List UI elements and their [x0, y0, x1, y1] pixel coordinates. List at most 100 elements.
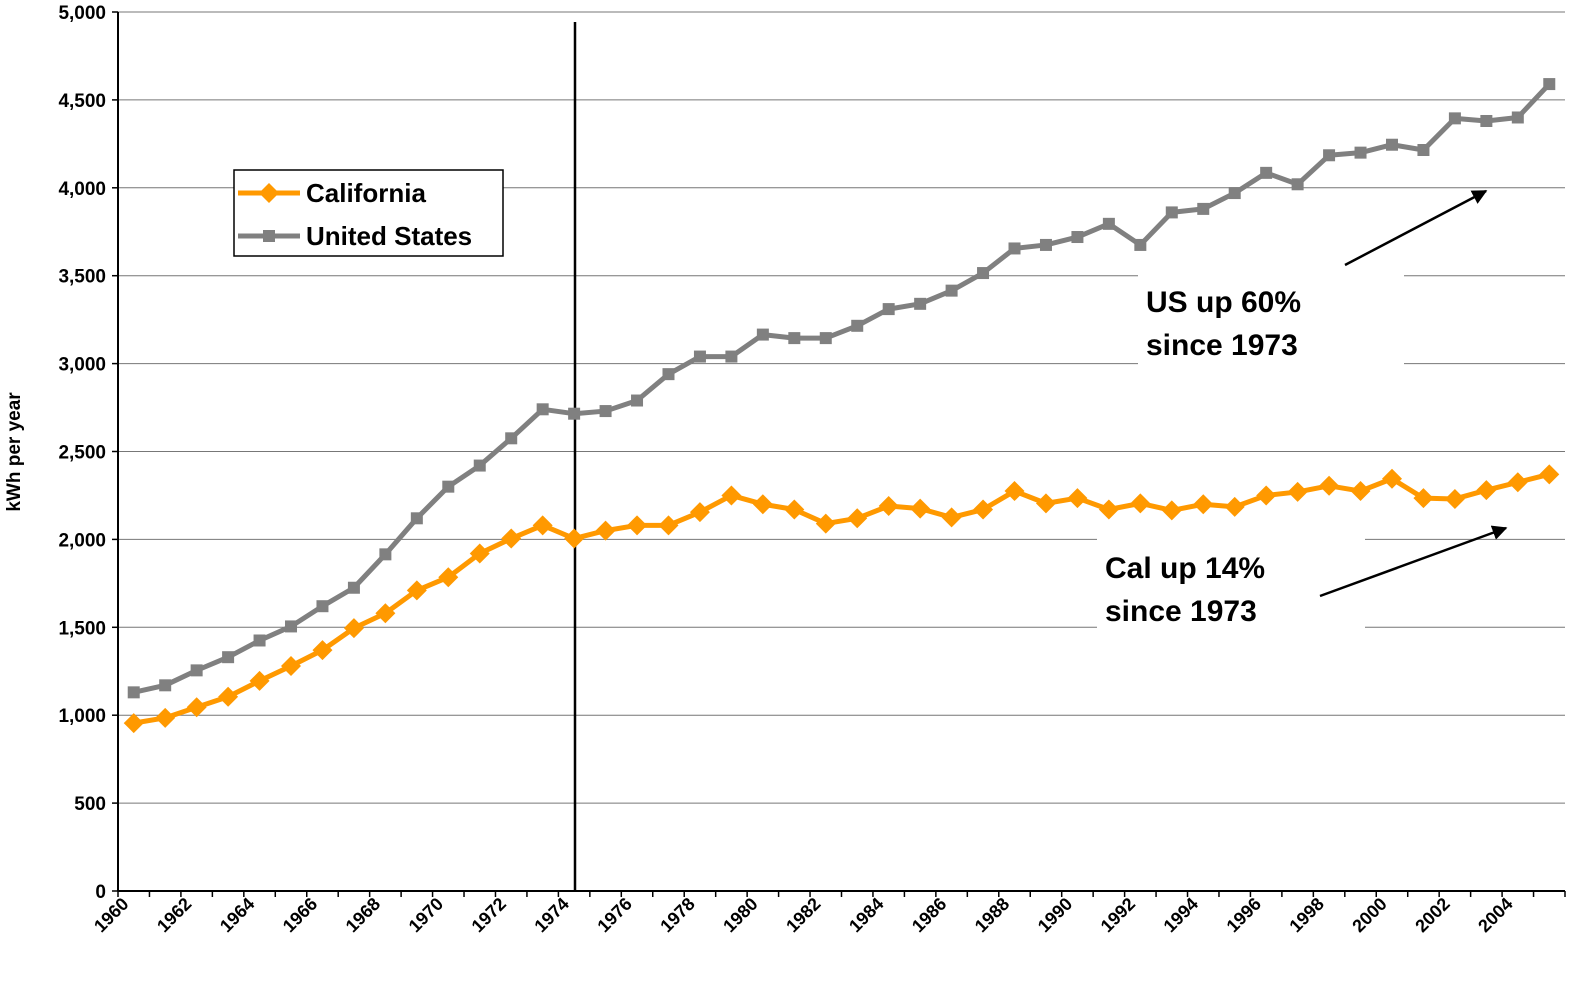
data-point — [1507, 472, 1528, 493]
data-point — [815, 513, 836, 534]
data-point — [1480, 114, 1493, 127]
y-axis-label: kWh per year — [4, 392, 25, 512]
data-point — [505, 432, 518, 445]
data-point — [1448, 112, 1461, 125]
data-point — [1098, 499, 1119, 520]
data-point — [945, 284, 958, 297]
data-point — [658, 515, 679, 536]
data-point — [627, 515, 648, 536]
data-point — [1102, 217, 1115, 230]
data-point — [725, 350, 738, 363]
data-point — [218, 686, 239, 707]
data-point — [159, 679, 172, 692]
x-tick-label: 1988 — [971, 894, 1013, 936]
data-point — [1165, 206, 1178, 219]
data-point — [662, 368, 675, 381]
data-point — [281, 655, 302, 676]
data-point — [1256, 485, 1277, 506]
data-point — [253, 634, 266, 647]
y-tick-label: 5,000 — [58, 3, 106, 24]
data-point — [1444, 488, 1465, 509]
y-tick-label: 1,500 — [58, 618, 106, 639]
data-point — [536, 403, 549, 416]
y-tick-label: 4,000 — [58, 179, 106, 200]
data-point — [312, 640, 333, 661]
data-point — [1385, 138, 1398, 151]
annotation-text: Cal up 14% — [1105, 552, 1265, 585]
data-point — [501, 528, 522, 549]
data-point — [788, 332, 801, 345]
data-point — [442, 480, 455, 493]
data-point — [1071, 231, 1084, 244]
data-point — [406, 580, 427, 601]
x-tick-label: 1990 — [1034, 894, 1076, 936]
data-point — [910, 498, 931, 519]
data-point — [343, 618, 364, 639]
data-point — [752, 494, 773, 515]
series-line — [133, 471, 1550, 726]
y-tick-label: 3,000 — [58, 355, 106, 376]
data-point — [1539, 464, 1560, 485]
legend: California United States — [238, 178, 472, 251]
data-point — [851, 319, 864, 332]
x-tick-label: 1966 — [279, 894, 321, 936]
series-line — [133, 82, 1552, 695]
data-point — [1417, 144, 1430, 157]
x-tick-label: 1970 — [405, 894, 447, 936]
annotation-text: US up 60% — [1146, 286, 1301, 319]
data-point — [878, 495, 899, 516]
x-tick-label: 1994 — [1160, 894, 1202, 936]
data-point — [155, 707, 176, 728]
data-point — [1260, 166, 1273, 179]
data-point — [375, 603, 396, 624]
data-point — [1039, 238, 1052, 251]
data-point — [222, 651, 235, 664]
annotation-text: since 1973 — [1146, 329, 1298, 362]
x-tick-label: 2004 — [1474, 894, 1516, 936]
data-point — [532, 515, 553, 536]
y-tick-label: 2,000 — [58, 530, 106, 551]
legend-label: United States — [306, 221, 472, 251]
y-tick-label: 500 — [74, 794, 106, 815]
data-point — [347, 581, 360, 594]
data-point — [595, 520, 616, 541]
data-point — [1287, 481, 1308, 502]
data-point — [882, 303, 895, 316]
data-point — [127, 686, 140, 699]
data-point — [756, 328, 769, 341]
x-tick-label: 2000 — [1348, 894, 1390, 936]
x-tick-label: 1992 — [1097, 894, 1139, 936]
annotation-arrow — [1319, 525, 1508, 598]
data-point — [784, 499, 805, 520]
data-point — [1291, 178, 1304, 191]
x-tick-label: 1984 — [845, 894, 887, 936]
data-point — [316, 600, 329, 613]
data-point — [564, 528, 585, 549]
data-point — [568, 407, 581, 420]
x-tick-label: 1986 — [908, 894, 950, 936]
data-point — [438, 567, 459, 588]
data-point — [249, 670, 270, 691]
x-tick-label: 1980 — [719, 894, 761, 936]
x-tick-label: 1974 — [530, 894, 572, 936]
data-point — [379, 548, 392, 561]
x-tick-label: 1964 — [216, 894, 258, 936]
legend-marker — [259, 183, 279, 203]
data-point — [599, 405, 612, 418]
annotation-background — [1138, 268, 1404, 366]
data-point — [847, 508, 868, 529]
data-point — [1476, 480, 1497, 501]
y-tick-label: 1,000 — [58, 706, 106, 727]
y-tick-label: 3,500 — [58, 267, 106, 288]
x-tick-label: 1978 — [656, 894, 698, 936]
data-point — [1197, 202, 1210, 215]
data-point — [941, 507, 962, 528]
data-point — [631, 394, 644, 407]
data-point — [1161, 500, 1182, 521]
data-point — [1381, 468, 1402, 489]
data-point — [1134, 238, 1147, 251]
legend-box — [233, 169, 504, 257]
data-point — [1228, 187, 1241, 200]
